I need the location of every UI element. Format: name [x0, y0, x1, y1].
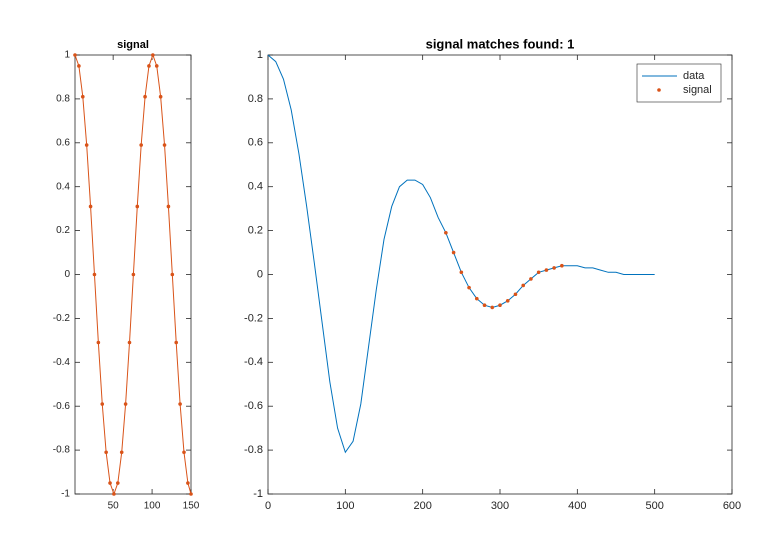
- series-marker: [131, 272, 136, 277]
- y-tick-label: -1: [253, 488, 263, 500]
- series-marker: [92, 272, 97, 277]
- legend-label: data: [683, 70, 705, 82]
- y-tick-label: -0.2: [53, 313, 71, 324]
- chart-title: signal: [117, 39, 149, 51]
- series-marker: [482, 303, 487, 308]
- x-tick-label: 600: [723, 500, 741, 512]
- series-marker: [104, 450, 108, 455]
- y-tick-label: 0.8: [248, 93, 263, 105]
- series-marker: [108, 481, 112, 485]
- series-marker: [119, 450, 124, 455]
- series-marker: [513, 292, 518, 297]
- series-marker: [560, 263, 564, 268]
- series-marker: [490, 305, 495, 310]
- y-tick-label: -0.8: [244, 444, 263, 456]
- y-tick-label: -0.4: [53, 357, 71, 368]
- series-marker: [100, 402, 105, 406]
- series-marker: [147, 64, 151, 68]
- x-tick-label: 200: [413, 500, 431, 512]
- y-tick-label: 0: [64, 269, 70, 280]
- x-tick-label: 400: [568, 500, 586, 512]
- series-marker: [73, 53, 77, 57]
- legend-marker: [657, 88, 661, 92]
- x-tick-label: 300: [491, 500, 509, 512]
- x-tick-label: 0: [265, 500, 271, 512]
- y-tick-label: -1: [61, 489, 70, 500]
- series-marker: [182, 450, 186, 455]
- series-marker: [444, 230, 448, 235]
- series-marker: [186, 481, 190, 485]
- y-tick-label: -0.2: [244, 312, 263, 324]
- series-marker: [151, 53, 155, 57]
- series-marker: [162, 143, 167, 147]
- chart-title: signal matches found: 1: [426, 36, 575, 51]
- y-tick-label: 0.4: [56, 181, 70, 192]
- series-marker: [154, 64, 159, 68]
- y-tick-label: 0.2: [248, 225, 263, 237]
- series-marker: [127, 340, 132, 345]
- y-tick-label: 1: [257, 49, 263, 61]
- series-marker: [123, 402, 128, 406]
- y-tick-label: 1: [64, 50, 70, 61]
- y-tick-label: -0.6: [53, 401, 71, 412]
- y-tick-label: 0.6: [56, 137, 70, 148]
- series-marker: [536, 270, 541, 275]
- series-marker: [139, 143, 143, 147]
- x-tick-label: 150: [183, 501, 200, 512]
- series-marker: [174, 340, 179, 345]
- y-tick-label: 0.2: [56, 225, 70, 236]
- series-marker: [143, 94, 147, 99]
- x-tick-label: 100: [144, 501, 161, 512]
- y-tick-label: -0.8: [53, 445, 71, 456]
- series-marker: [84, 143, 89, 147]
- y-tick-label: 0.4: [248, 181, 263, 193]
- y-tick-label: 0.6: [248, 137, 263, 149]
- legend-box: [636, 63, 722, 103]
- series-marker: [451, 250, 456, 255]
- x-tick-label: 50: [108, 501, 120, 512]
- series-marker: [498, 303, 502, 308]
- series-marker: [467, 285, 471, 290]
- series-marker: [112, 492, 116, 496]
- series-marker: [170, 272, 175, 277]
- y-tick-label: 0: [257, 268, 263, 280]
- series-marker: [88, 204, 93, 209]
- y-tick-label: -0.4: [244, 356, 263, 368]
- series-marker: [135, 204, 140, 209]
- series-marker: [116, 481, 120, 485]
- series-marker: [544, 268, 549, 272]
- series-marker: [529, 277, 533, 281]
- series-marker: [189, 492, 193, 496]
- series-marker: [521, 283, 525, 288]
- series-marker: [552, 266, 556, 270]
- x-tick-label: 100: [336, 500, 354, 512]
- y-tick-label: -0.6: [244, 400, 263, 412]
- legend-label: signal: [683, 84, 712, 96]
- series-marker: [77, 64, 81, 68]
- series-marker: [80, 94, 85, 99]
- series-marker: [158, 94, 163, 99]
- series-marker: [459, 270, 464, 275]
- x-tick-label: 500: [645, 500, 663, 512]
- series-marker: [166, 204, 171, 209]
- series-marker: [505, 299, 510, 303]
- series-marker: [475, 296, 479, 301]
- series-marker: [96, 340, 101, 345]
- series-marker: [178, 402, 182, 406]
- y-tick-label: 0.8: [56, 94, 70, 105]
